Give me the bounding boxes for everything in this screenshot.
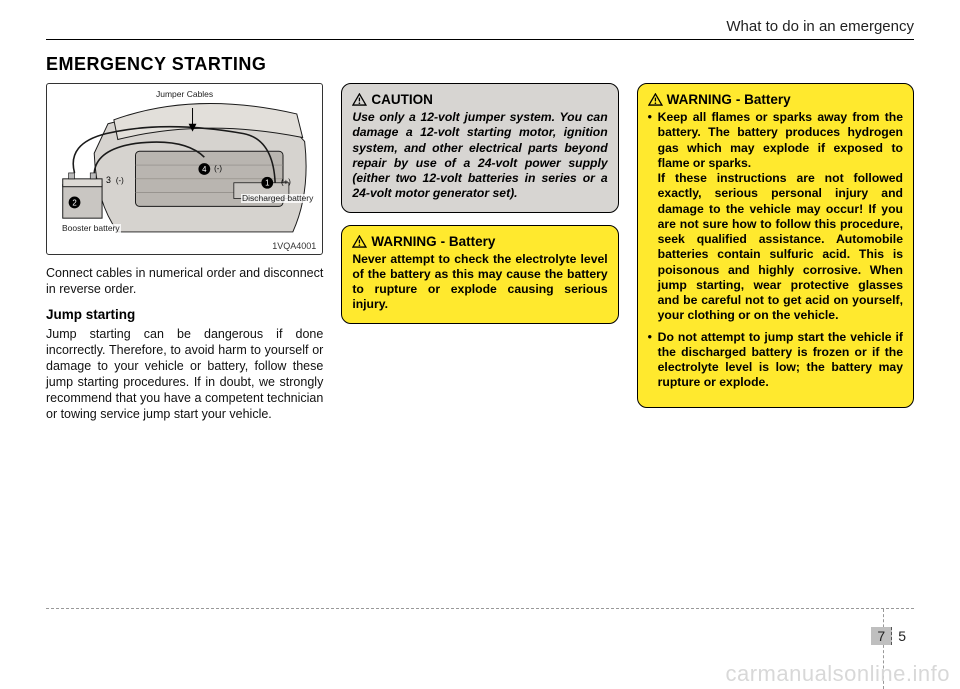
warning-triangle-icon (352, 93, 367, 106)
subheading-jump-starting: Jump starting (46, 307, 323, 322)
page-number-right: 5 (892, 627, 912, 645)
warning-item-1: Keep all flames or sparks away from the … (648, 110, 903, 324)
caution-body: Use only a 12-volt jumper system. You ca… (352, 110, 607, 202)
warning-title-suffix-1: - Battery (441, 234, 496, 249)
column-3: WARNING - Battery Keep all flames or spa… (637, 83, 914, 422)
jump-start-figure: 1 (+) 2 3 (-) 4 (-) Jumper Cables Discha… (46, 83, 323, 255)
figure-code: 1VQA4001 (272, 241, 316, 251)
svg-text:(-): (-) (214, 164, 222, 173)
caution-box: CAUTION Use only a 12-volt jumper system… (341, 83, 618, 213)
warning-title-1: WARNING - Battery (352, 234, 607, 249)
jump-starting-paragraph: Jump starting can be dangerous if done i… (46, 326, 323, 422)
warning-triangle-icon (352, 235, 367, 248)
warning-triangle-icon (648, 93, 663, 106)
svg-text:(+): (+) (281, 178, 291, 187)
svg-text:2: 2 (72, 198, 76, 207)
content-columns: 1 (+) 2 3 (-) 4 (-) Jumper Cables Discha… (46, 83, 914, 422)
figure-label-booster: Booster battery (61, 224, 121, 233)
caution-title-text: CAUTION (371, 92, 433, 107)
warning-body-2: Keep all flames or sparks away from the … (648, 110, 903, 391)
figure-label-jumper: Jumper Cables (155, 90, 214, 99)
dashed-separator (46, 608, 914, 609)
warning-item-2: Do not attempt to jump start the vehicle… (648, 330, 903, 391)
svg-text:4: 4 (202, 165, 207, 174)
svg-text:(-): (-) (116, 176, 124, 185)
page-number: 7 5 (871, 627, 912, 645)
warning-title-suffix-2: - Battery (736, 92, 791, 107)
warning-title-text-1: WARNING (371, 234, 436, 249)
figure-label-discharged: Discharged battery (241, 194, 314, 203)
section-title: EMERGENCY STARTING (46, 54, 914, 75)
svg-text:3: 3 (106, 175, 111, 185)
warning-title-2: WARNING - Battery (648, 92, 903, 107)
column-1: 1 (+) 2 3 (-) 4 (-) Jumper Cables Discha… (46, 83, 323, 422)
column-2: CAUTION Use only a 12-volt jumper system… (341, 83, 618, 422)
page-number-left: 7 (871, 627, 892, 645)
warning-title-text-2: WARNING (667, 92, 732, 107)
warning-box-battery-1: WARNING - Battery Never attempt to check… (341, 225, 618, 324)
svg-text:1: 1 (265, 179, 269, 188)
caution-title: CAUTION (352, 92, 607, 107)
chapter-header: What to do in an emergency (46, 18, 914, 40)
warning-body-1: Never attempt to check the electrolyte l… (352, 252, 607, 313)
warning-box-battery-2: WARNING - Battery Keep all flames or spa… (637, 83, 914, 408)
figure-caption: Connect cables in numerical order and di… (46, 265, 323, 297)
watermark: carmanualsonline.info (725, 661, 950, 687)
